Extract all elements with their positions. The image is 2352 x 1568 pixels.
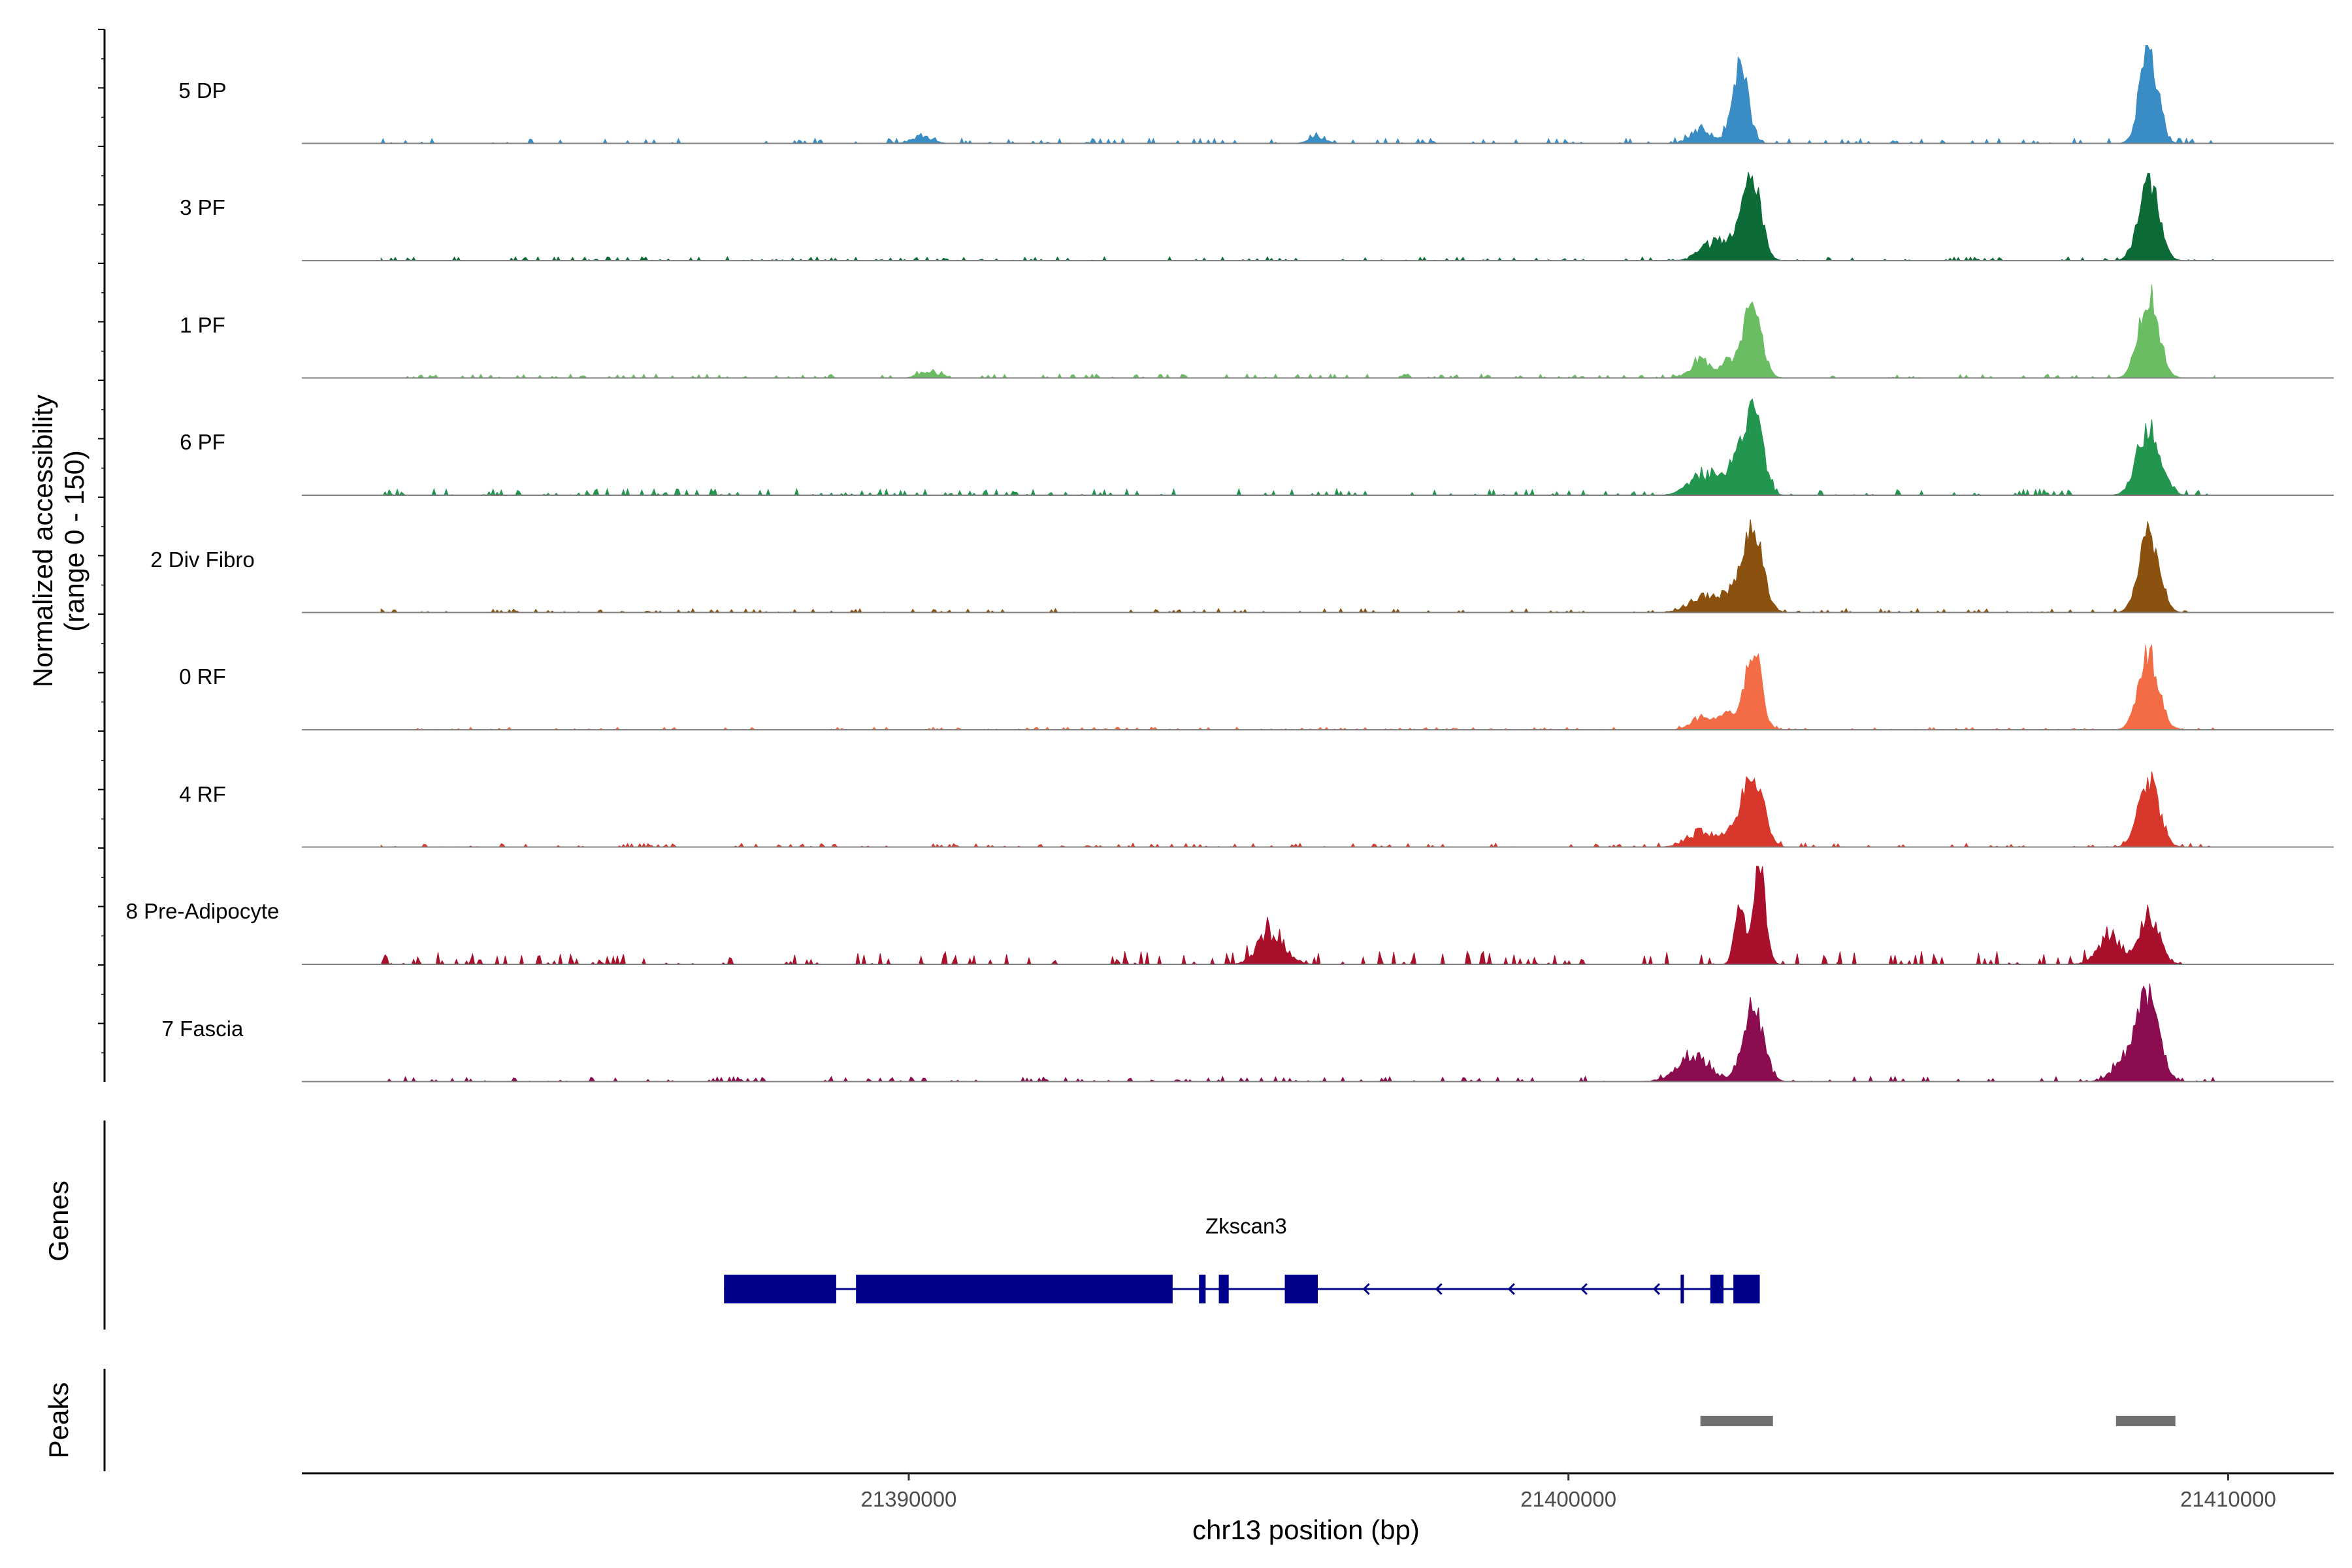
genes-panel-title: Genes — [43, 1181, 74, 1262]
track-label: 7 Fascia — [161, 1016, 244, 1041]
gene-exon — [1199, 1275, 1206, 1303]
track-7-fascia — [302, 983, 2334, 1083]
strand-arrow — [1580, 1282, 1588, 1296]
track-3-pf — [302, 172, 2334, 261]
strand-arrow — [1362, 1282, 1370, 1296]
gene-exon — [1710, 1275, 1723, 1303]
peak-region — [1700, 1416, 1773, 1426]
gene-exon — [1218, 1275, 1229, 1303]
coverage-area — [381, 983, 2216, 1083]
track-6-pf — [302, 398, 2334, 497]
track-label: 6 PF — [180, 430, 225, 454]
gene-name-label: Zkscan3 — [1205, 1214, 1287, 1238]
track-label: 0 RF — [179, 664, 226, 689]
gene-annotation-track — [724, 1275, 1760, 1303]
track-1-pf — [302, 284, 2334, 379]
coverage-area — [381, 644, 2216, 730]
x-tick-label: 21400000 — [1520, 1487, 1617, 1511]
track-label: 4 RF — [179, 781, 226, 806]
coverage-tracks — [302, 45, 2334, 1083]
track-label: 3 PF — [180, 195, 225, 220]
coverage-area — [381, 284, 2215, 379]
peaks-track — [1700, 1416, 2176, 1426]
peaks-panel-title: Peaks — [43, 1382, 74, 1459]
track-label: 2 Div Fibro — [150, 547, 255, 572]
gene-exon — [724, 1275, 836, 1303]
strand-arrow — [1652, 1282, 1661, 1296]
peak-region — [2115, 1416, 2176, 1426]
gene-exon — [856, 1275, 1173, 1303]
x-axis — [302, 1472, 2334, 1480]
track-5-dp — [302, 45, 2334, 144]
track-0-rf — [302, 644, 2334, 730]
coverage-area — [381, 398, 2215, 497]
y-axis-title-line2: (range 0 - 150) — [59, 450, 90, 632]
y-axis-title: Normalized accessibility (range 0 - 150) — [27, 345, 90, 737]
panel-brackets — [98, 29, 106, 1471]
strand-arrow — [1507, 1282, 1515, 1296]
x-tick-label: 21390000 — [860, 1487, 957, 1511]
track-label: 1 PF — [180, 312, 225, 337]
strand-arrow — [1435, 1282, 1443, 1296]
gene-exon — [1733, 1275, 1760, 1303]
x-tick-label: 21410000 — [2180, 1487, 2276, 1511]
coverage-area — [380, 771, 2215, 848]
gene-exon — [1284, 1275, 1318, 1303]
coverage-area — [380, 172, 2217, 261]
coverage-area — [380, 519, 2215, 613]
coverage-area — [380, 45, 2215, 144]
track-label: 5 DP — [178, 78, 227, 103]
x-axis-title: chr13 position (bp) — [1192, 1514, 1420, 1545]
y-axis-title-line1: Normalized accessibility — [27, 394, 58, 688]
track-8-pre-adipocyte — [302, 866, 2334, 966]
gene-exon — [1680, 1275, 1684, 1303]
track-4-rf — [302, 771, 2334, 848]
track-2-div-fibro — [302, 519, 2334, 613]
coverage-area — [380, 866, 2215, 966]
track-label: 8 Pre-Adipocyte — [125, 899, 280, 923]
